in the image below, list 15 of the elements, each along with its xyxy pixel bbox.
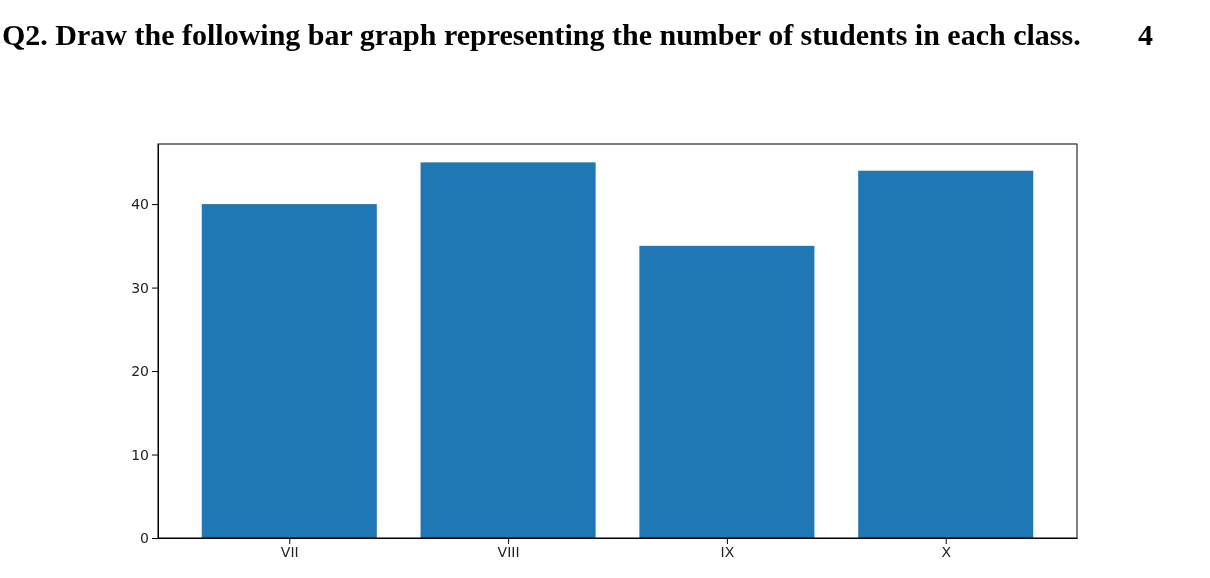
bar [639,245,815,538]
x-tick-label: X [941,543,952,560]
text: 4 [1138,17,1153,53]
y-tick-label: 40 [131,196,149,213]
y-tick-label: 10 [131,446,149,463]
bar [858,170,1034,538]
bar [201,204,377,538]
x-tick-label: VII [280,543,299,560]
x-tick-label: IX [720,543,735,560]
y-tick-label: 0 [140,529,149,546]
bar [420,162,596,538]
chart-title: Q2. Draw the following bar graph representing the number of students in each class. [2,17,1082,53]
y-tick-label: 20 [131,363,149,380]
x-tick-label: VIII [497,543,520,560]
y-tick-label: 30 [131,279,149,296]
